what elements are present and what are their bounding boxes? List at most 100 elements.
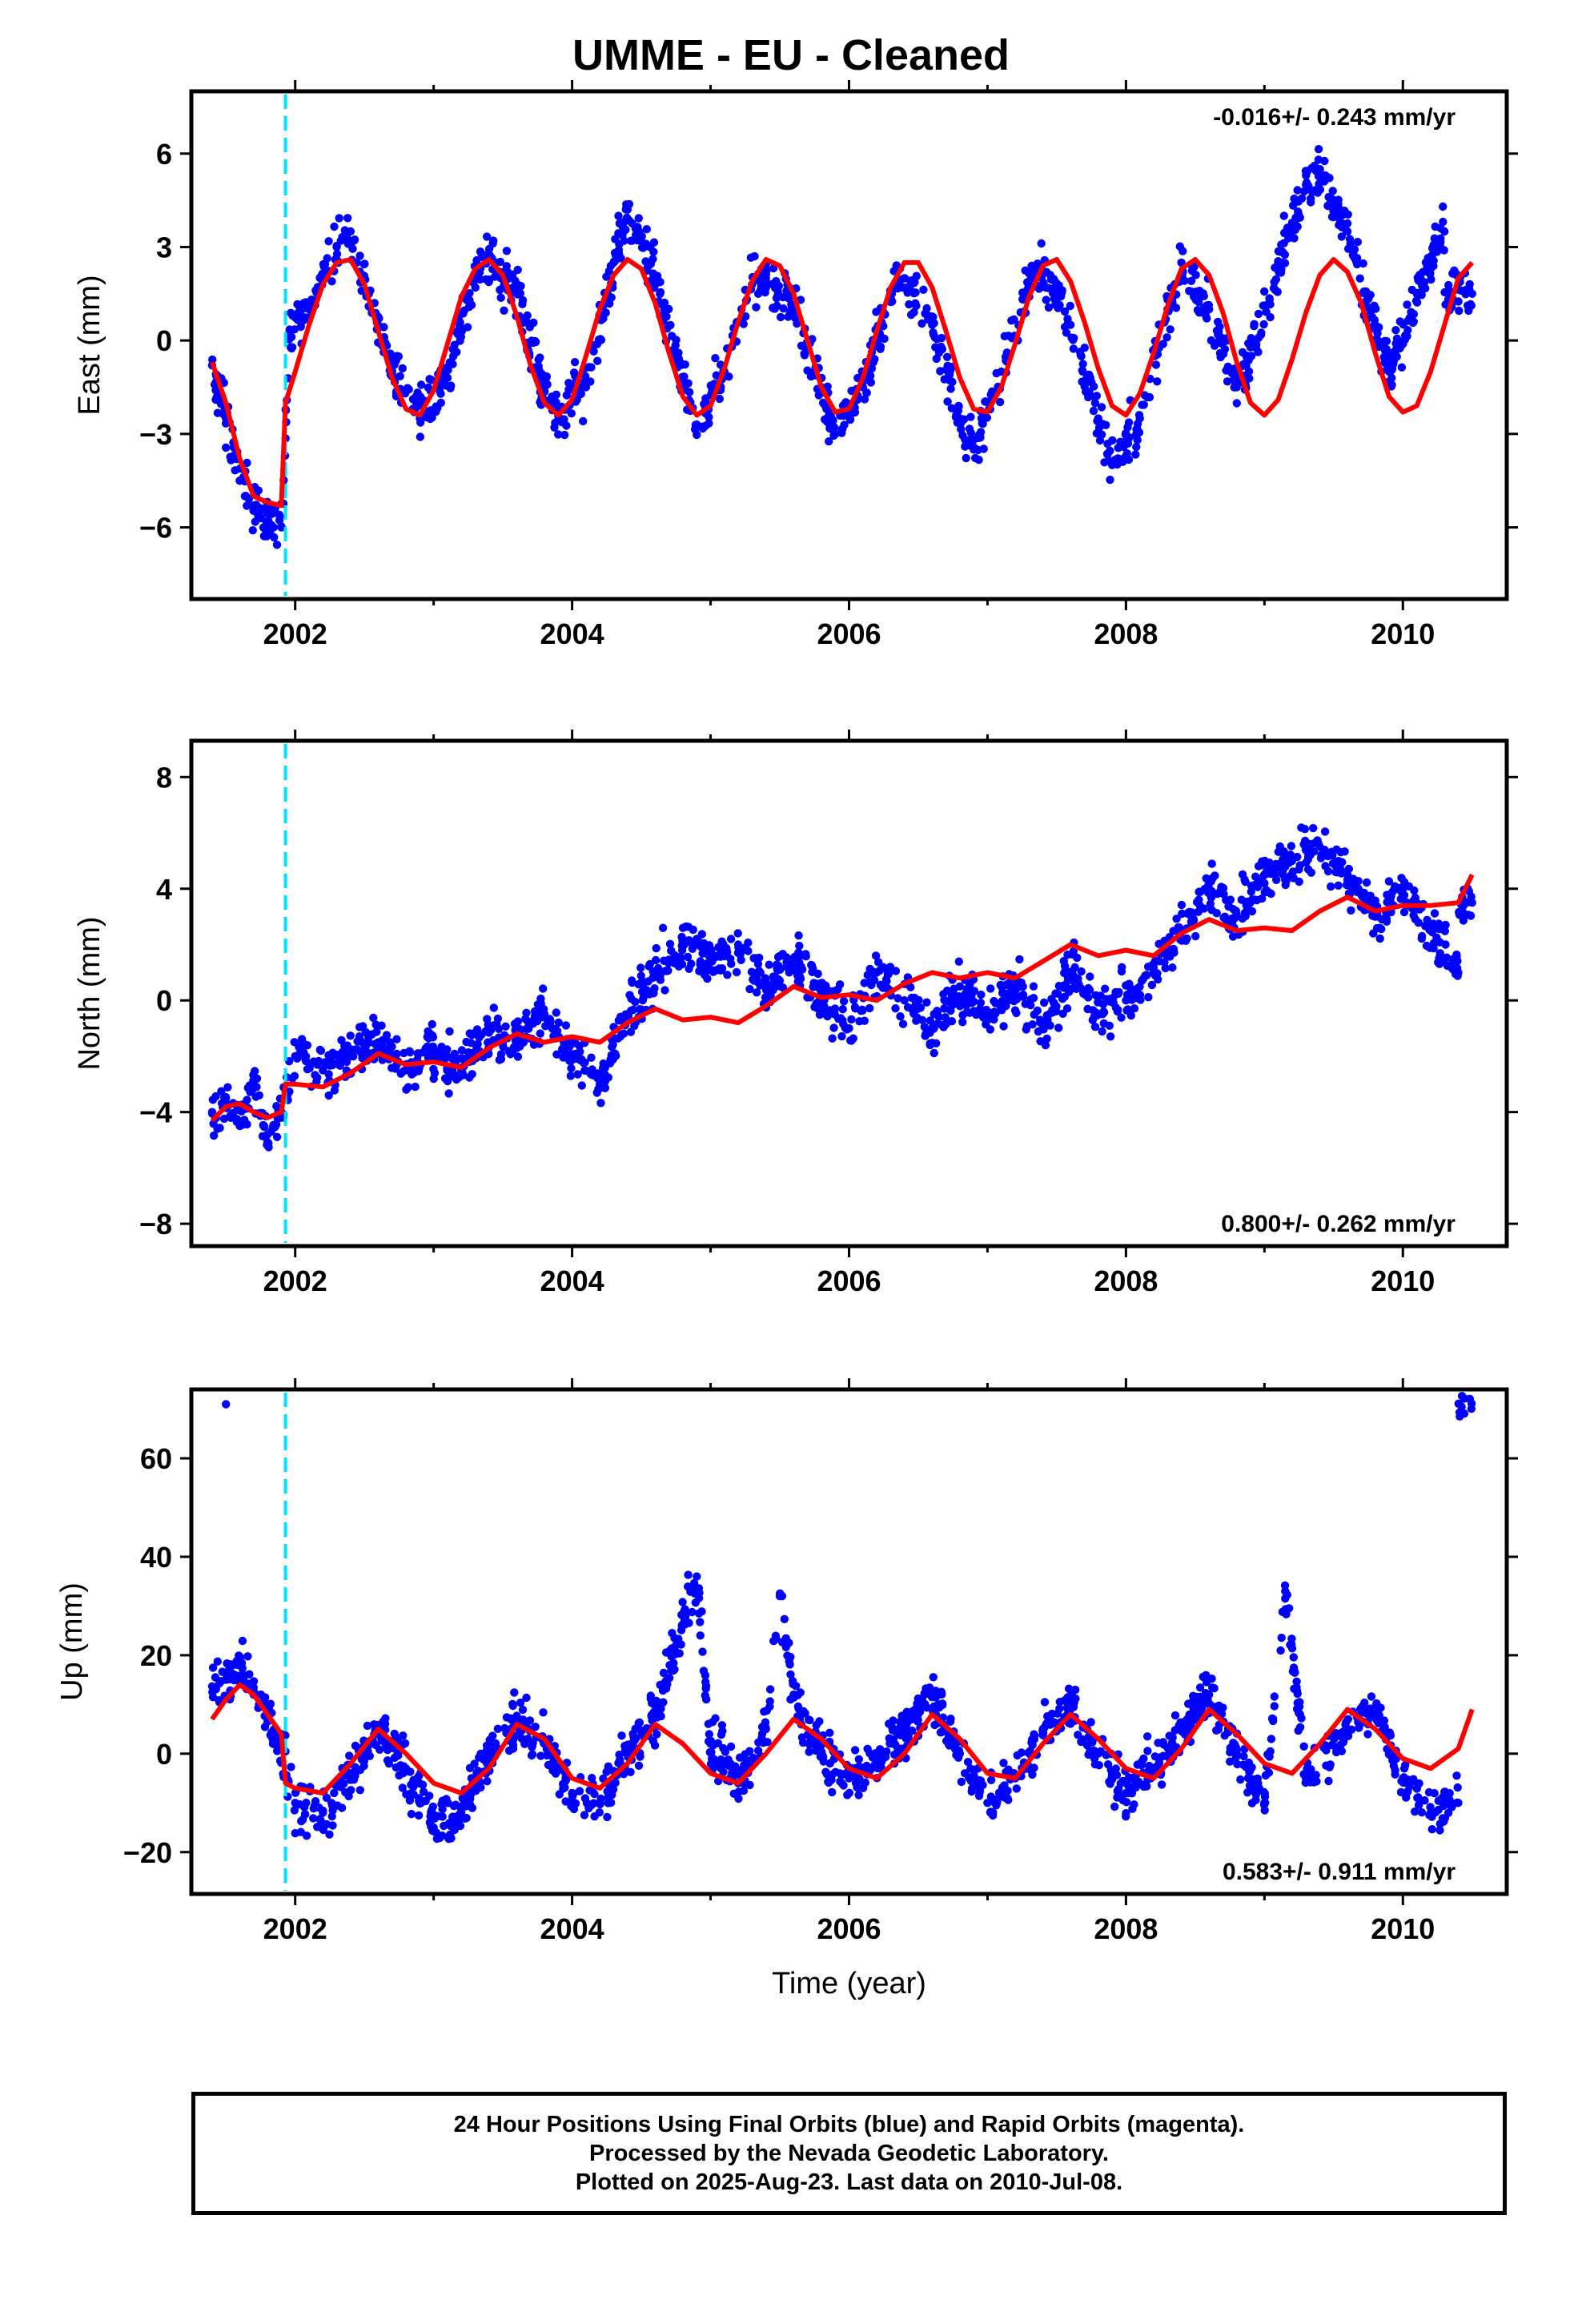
north-data-point bbox=[530, 1007, 540, 1016]
east-data-point bbox=[1426, 269, 1435, 279]
up-data-point bbox=[1198, 1702, 1207, 1711]
east-data-point bbox=[966, 412, 975, 421]
up-data-point bbox=[1372, 1699, 1381, 1708]
north-data-point bbox=[1051, 1003, 1060, 1012]
east-data-point bbox=[1256, 330, 1266, 340]
east-data-point bbox=[534, 355, 543, 364]
east-data-point bbox=[986, 390, 995, 399]
north-data-point bbox=[733, 948, 743, 958]
up-data-point bbox=[850, 1746, 860, 1755]
up-data-point bbox=[723, 1755, 732, 1765]
east-data-point bbox=[456, 320, 464, 329]
east-data-point bbox=[324, 237, 333, 246]
up-data-point bbox=[1215, 1703, 1223, 1711]
north-data-point bbox=[651, 968, 660, 977]
east-data-point bbox=[1066, 301, 1075, 311]
north-data-point bbox=[990, 1007, 999, 1016]
up-data-point bbox=[508, 1699, 517, 1708]
up-data-point bbox=[845, 1788, 854, 1797]
up-data-point bbox=[211, 1673, 220, 1682]
up-data-point bbox=[561, 1797, 570, 1806]
north-data-point bbox=[506, 1050, 515, 1059]
north-data-point bbox=[1226, 895, 1235, 904]
east-data-point bbox=[712, 371, 721, 380]
north-data-point bbox=[1149, 968, 1158, 977]
east-data-point bbox=[940, 375, 949, 384]
up-data-point bbox=[1084, 1750, 1093, 1759]
north-data-point bbox=[324, 1070, 333, 1079]
north-data-point bbox=[1435, 954, 1443, 963]
up-data-point bbox=[853, 1783, 861, 1792]
north-data-point bbox=[367, 1030, 376, 1039]
east-data-point bbox=[1335, 220, 1343, 230]
north-data-point bbox=[235, 1121, 244, 1131]
up-data-point bbox=[1199, 1672, 1207, 1682]
east-data-point bbox=[909, 289, 918, 298]
north-data-point bbox=[807, 960, 816, 970]
up-data-point bbox=[957, 1777, 966, 1787]
east-data-point bbox=[483, 232, 492, 241]
north-data-point bbox=[263, 1130, 272, 1139]
up-data-point bbox=[346, 1774, 355, 1783]
east-data-point bbox=[1355, 274, 1364, 283]
north-x-tick-label: 2002 bbox=[263, 1265, 327, 1297]
north-data-point bbox=[926, 1039, 934, 1048]
north-data-point bbox=[817, 1007, 825, 1016]
north-data-point bbox=[1195, 901, 1205, 911]
up-data-point bbox=[659, 1668, 669, 1678]
east-data-point bbox=[1409, 310, 1419, 319]
north-data-point bbox=[986, 984, 995, 993]
up-data-point bbox=[1427, 1825, 1437, 1834]
up-data-point bbox=[1267, 1735, 1276, 1743]
up-data-point bbox=[1094, 1749, 1103, 1758]
up-data-point bbox=[208, 1693, 218, 1702]
east-data-point bbox=[937, 333, 946, 343]
east-data-point bbox=[1371, 320, 1379, 329]
up-data-point bbox=[1294, 1726, 1303, 1735]
east-data-point bbox=[1400, 335, 1410, 344]
north-data-point bbox=[938, 1020, 946, 1030]
east-data-point bbox=[1392, 334, 1402, 343]
east-data-point bbox=[932, 354, 942, 364]
north-data-point bbox=[1353, 887, 1362, 897]
east-data-point bbox=[1395, 317, 1405, 326]
north-data-point bbox=[1161, 963, 1170, 973]
up-data-point bbox=[695, 1588, 704, 1598]
east-data-point bbox=[705, 419, 713, 428]
north-data-point bbox=[1455, 907, 1464, 917]
east-data-point bbox=[350, 235, 359, 244]
up-data-point bbox=[967, 1787, 976, 1796]
north-data-point bbox=[392, 1035, 401, 1043]
up-data-point bbox=[824, 1777, 833, 1787]
up-data-point bbox=[734, 1794, 743, 1803]
up-data-points bbox=[207, 1392, 1476, 1844]
north-data-point bbox=[928, 1023, 937, 1033]
up-data-point bbox=[1321, 1744, 1330, 1754]
up-data-point bbox=[1242, 1763, 1251, 1771]
north-data-point bbox=[817, 979, 826, 987]
north-data-point bbox=[652, 943, 661, 953]
east-data-point bbox=[1090, 399, 1100, 408]
east-data-point bbox=[1343, 210, 1352, 219]
up-data-point bbox=[913, 1717, 922, 1726]
up-data-point bbox=[1103, 1760, 1113, 1769]
up-data-point bbox=[512, 1715, 521, 1723]
east-data-point bbox=[1454, 297, 1463, 306]
up-data-point bbox=[630, 1736, 639, 1745]
east-data-point bbox=[1078, 366, 1087, 375]
east-data-point bbox=[1343, 219, 1352, 228]
up-data-point bbox=[448, 1812, 457, 1821]
up-data-point bbox=[1289, 1663, 1299, 1672]
east-data-point bbox=[355, 251, 364, 260]
north-data-point bbox=[1142, 971, 1151, 979]
east-data-point bbox=[319, 259, 328, 269]
north-data-point bbox=[457, 1046, 467, 1055]
north-data-point bbox=[891, 967, 901, 975]
east-data-point bbox=[243, 458, 251, 468]
north-y-axis-label: North (mm) bbox=[73, 916, 106, 1070]
north-data-point bbox=[972, 1010, 981, 1019]
east-data-point bbox=[635, 227, 644, 236]
east-data-point bbox=[1412, 298, 1422, 307]
north-data-point bbox=[588, 1071, 598, 1080]
